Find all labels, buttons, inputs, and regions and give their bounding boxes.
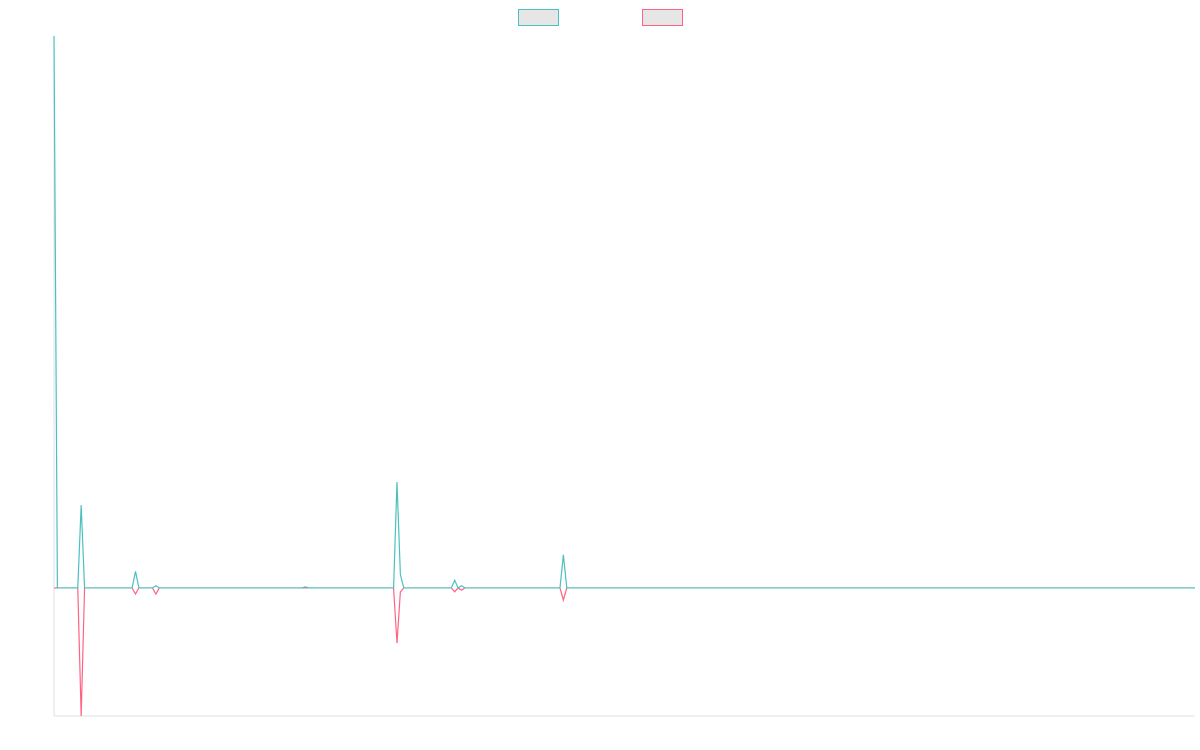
legend-swatch bbox=[642, 9, 683, 26]
legend-swatch bbox=[518, 9, 559, 26]
data-line bbox=[54, 587, 1195, 717]
data-line bbox=[53, 35, 1195, 589]
